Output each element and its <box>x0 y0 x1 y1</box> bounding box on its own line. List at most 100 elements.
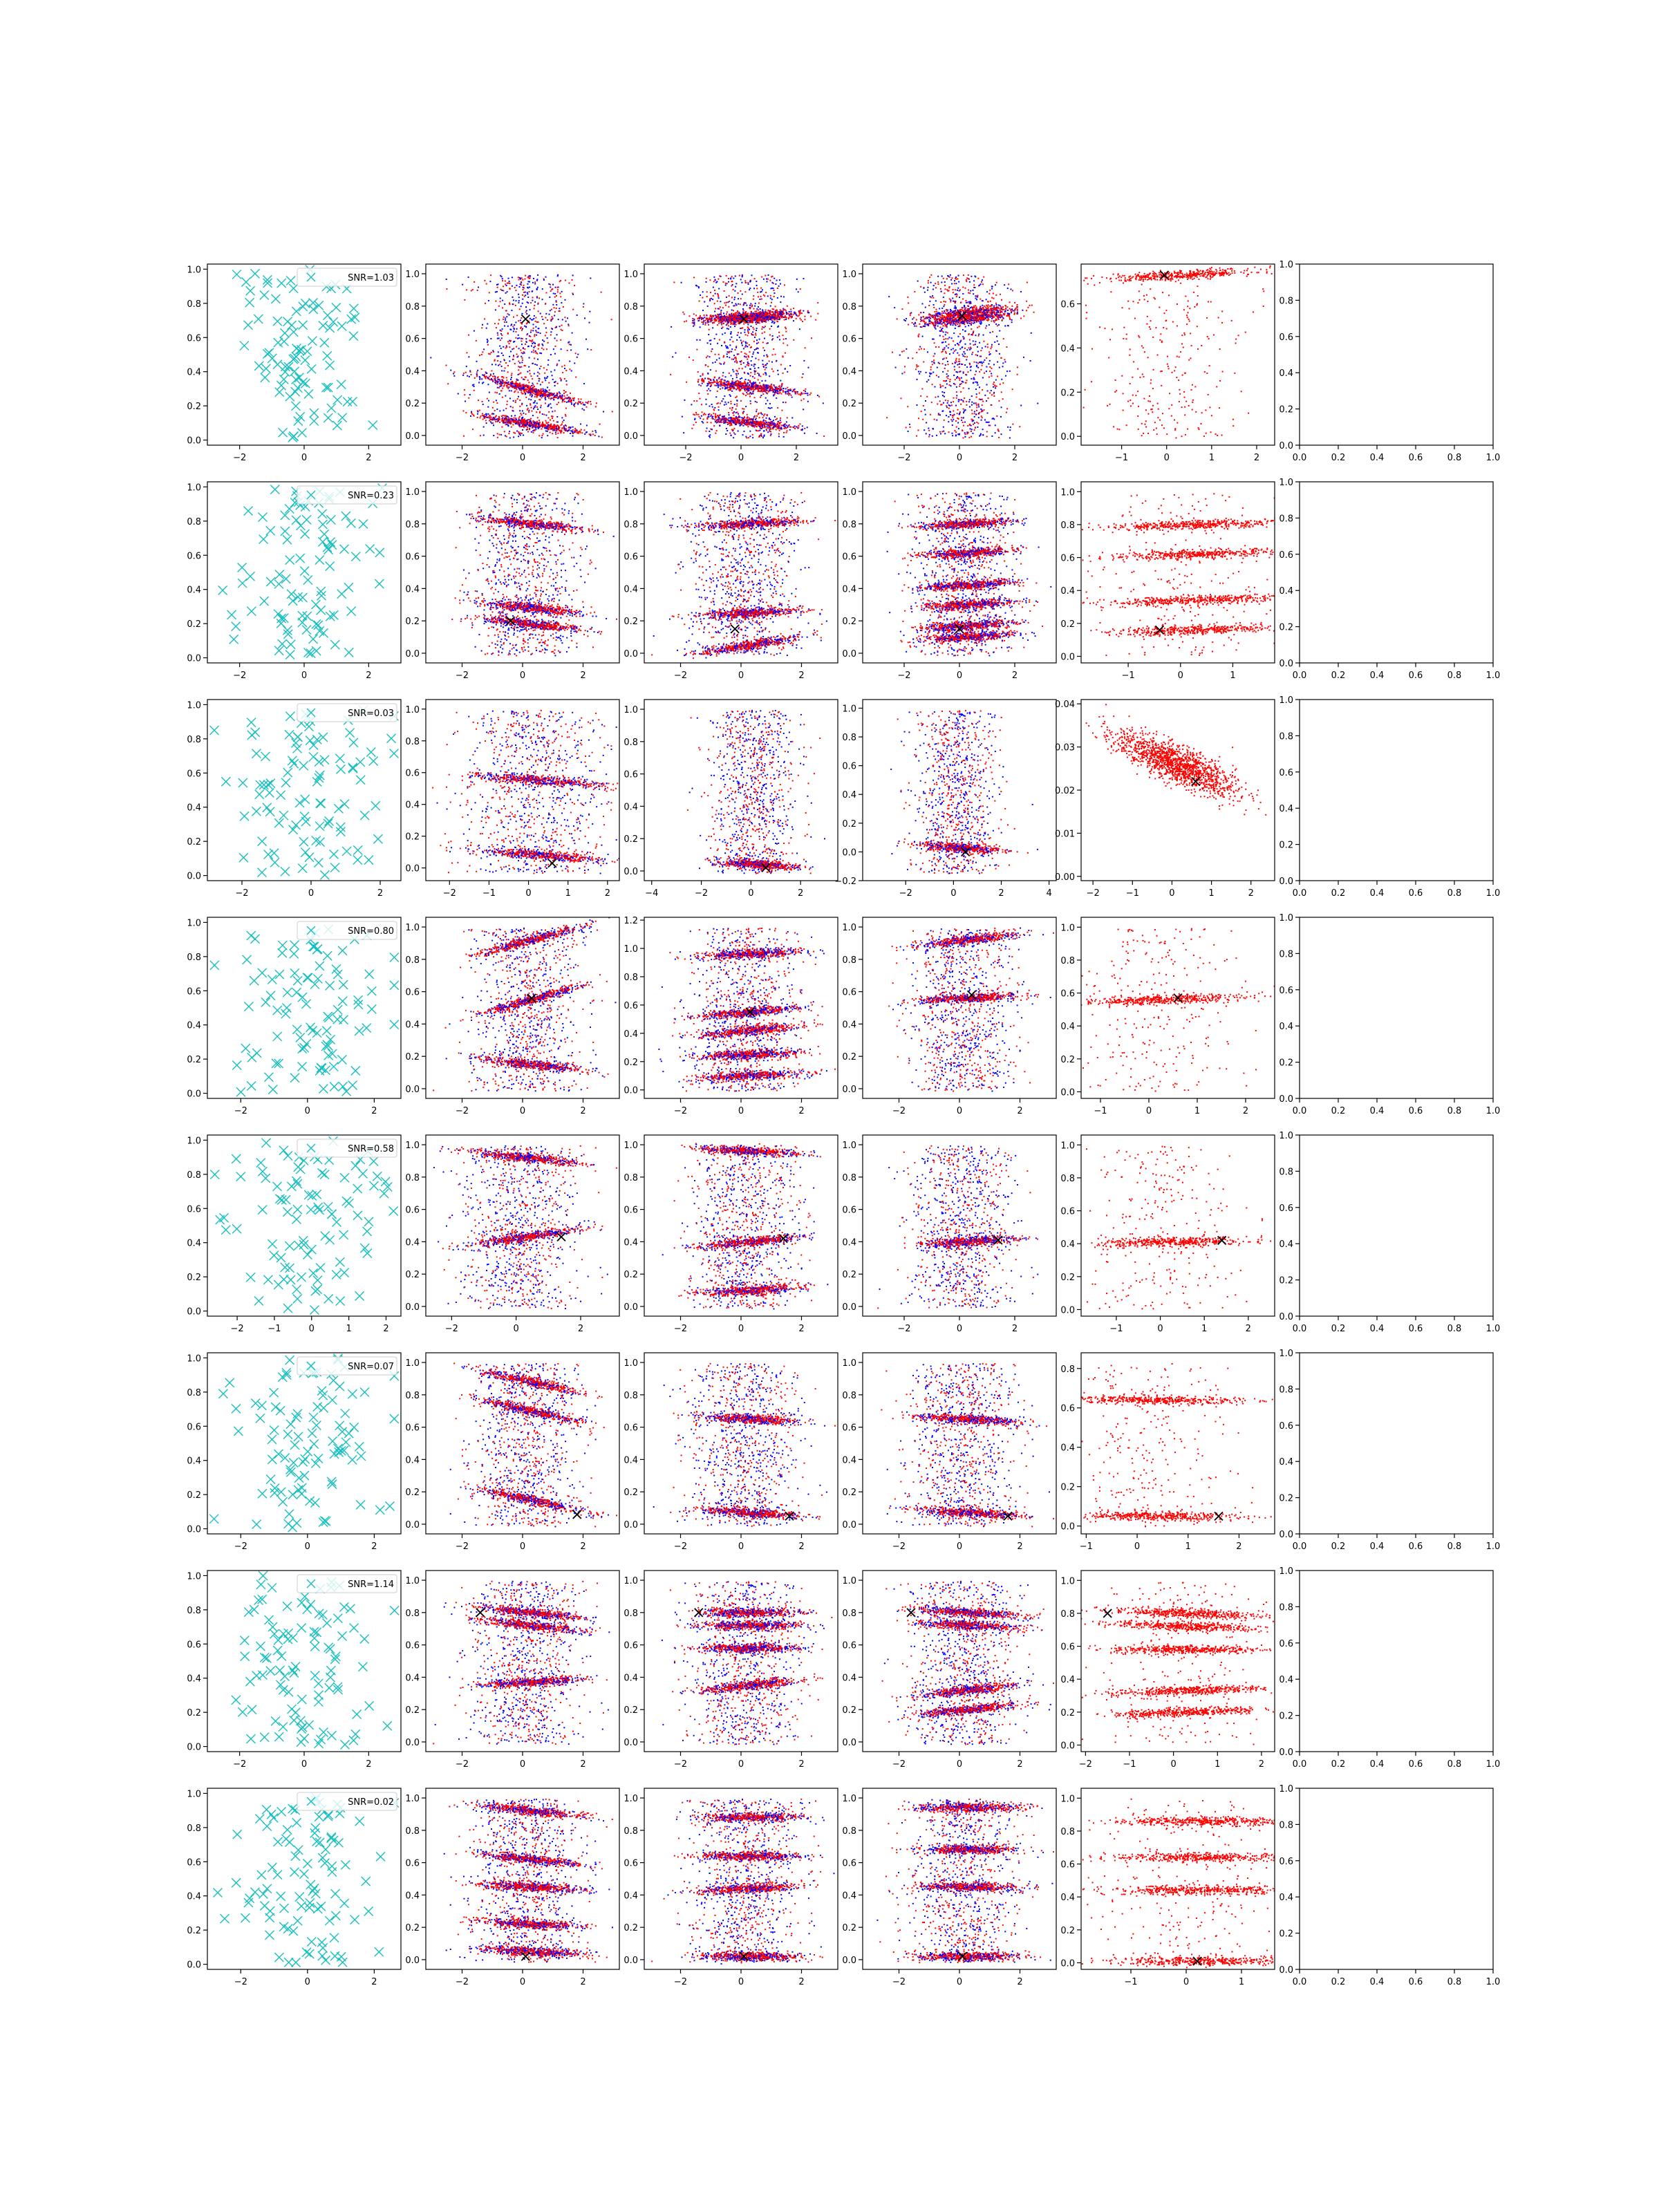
blue-point <box>518 396 519 397</box>
red-point <box>564 378 565 379</box>
sample-x-marker <box>260 290 269 299</box>
blue-point <box>731 315 733 317</box>
red-point <box>514 287 516 288</box>
red-point <box>731 387 732 388</box>
red-point <box>765 420 767 422</box>
blue-point <box>754 337 756 338</box>
red-point <box>527 408 529 409</box>
red-point <box>754 278 756 279</box>
red-point <box>522 338 523 339</box>
blue-point <box>506 382 507 384</box>
blue-point <box>700 375 701 377</box>
y-tick-label: 1.0 <box>187 265 201 275</box>
blue-point <box>759 426 760 427</box>
blue-point <box>735 275 736 276</box>
blue-point <box>779 314 780 315</box>
red-point <box>790 395 791 396</box>
red-point <box>725 319 727 321</box>
red-point <box>767 415 768 416</box>
blue-point <box>720 385 722 386</box>
blue-point <box>760 317 761 318</box>
blue-point <box>534 422 535 424</box>
blue-point <box>568 429 570 431</box>
blue-point <box>756 343 758 344</box>
red-point <box>760 389 762 391</box>
red-point <box>736 361 738 362</box>
blue-point <box>742 275 743 276</box>
red-point <box>758 379 759 380</box>
blue-point <box>527 287 528 288</box>
blue-point <box>511 415 512 417</box>
red-point <box>693 313 695 315</box>
blue-point <box>528 276 529 277</box>
blue-point <box>789 390 791 391</box>
red-point <box>551 427 552 428</box>
red-point <box>733 319 734 320</box>
blue-point <box>469 394 471 395</box>
blue-point <box>728 281 729 283</box>
red-point <box>731 407 733 409</box>
blue-point <box>706 385 708 386</box>
red-point <box>445 365 447 366</box>
red-point <box>468 335 469 336</box>
blue-point <box>720 310 722 311</box>
red-point <box>541 425 542 427</box>
red-point <box>729 387 730 388</box>
red-point <box>715 413 716 415</box>
red-point <box>744 387 746 388</box>
red-point <box>515 383 516 384</box>
subplot-r1-c3: −2 0 20.00.20.40.60.81.0 <box>624 264 850 463</box>
blue-point <box>550 403 551 404</box>
red-point <box>508 422 509 423</box>
red-point <box>541 397 542 398</box>
blue-point <box>527 283 528 285</box>
red-point <box>752 321 753 323</box>
x-tick-label: 0 <box>520 453 525 463</box>
red-point <box>510 382 512 383</box>
red-point <box>717 293 718 294</box>
red-point <box>543 393 545 394</box>
y-tick-label: 0.8 <box>405 302 420 312</box>
blue-point <box>711 429 713 430</box>
red-point <box>791 316 792 317</box>
blue-point <box>774 292 775 294</box>
red-point <box>707 393 709 395</box>
blue-point <box>795 392 796 393</box>
red-point <box>740 400 742 402</box>
red-point <box>767 390 768 391</box>
blue-point <box>726 428 727 429</box>
blue-point <box>791 391 793 392</box>
blue-point <box>779 319 780 320</box>
blue-point <box>735 373 737 375</box>
red-point <box>758 296 759 297</box>
red-point <box>787 430 788 431</box>
blue-point <box>548 283 550 285</box>
blue-point <box>754 318 756 319</box>
sample-x-marker <box>246 286 255 295</box>
red-point <box>720 382 722 383</box>
blue-point <box>747 363 749 364</box>
blue-point <box>727 353 728 355</box>
blue-point <box>718 386 719 388</box>
red-point <box>539 399 541 400</box>
red-point <box>731 312 732 314</box>
blue-point <box>791 397 793 398</box>
blue-point <box>729 344 731 346</box>
red-point <box>525 384 527 386</box>
blue-point <box>547 406 549 407</box>
red-point <box>709 279 711 281</box>
blue-point <box>519 362 521 364</box>
blue-point <box>527 386 528 388</box>
red-point <box>559 430 560 431</box>
red-point <box>731 429 733 431</box>
blue-point <box>767 281 768 282</box>
red-point <box>741 388 742 389</box>
blue-point <box>740 378 741 379</box>
red-point <box>691 428 693 429</box>
red-point <box>744 353 746 354</box>
red-point <box>797 393 798 394</box>
red-point <box>762 417 764 418</box>
red-point <box>502 419 503 420</box>
blue-point <box>532 290 533 292</box>
blue-point <box>693 326 694 327</box>
